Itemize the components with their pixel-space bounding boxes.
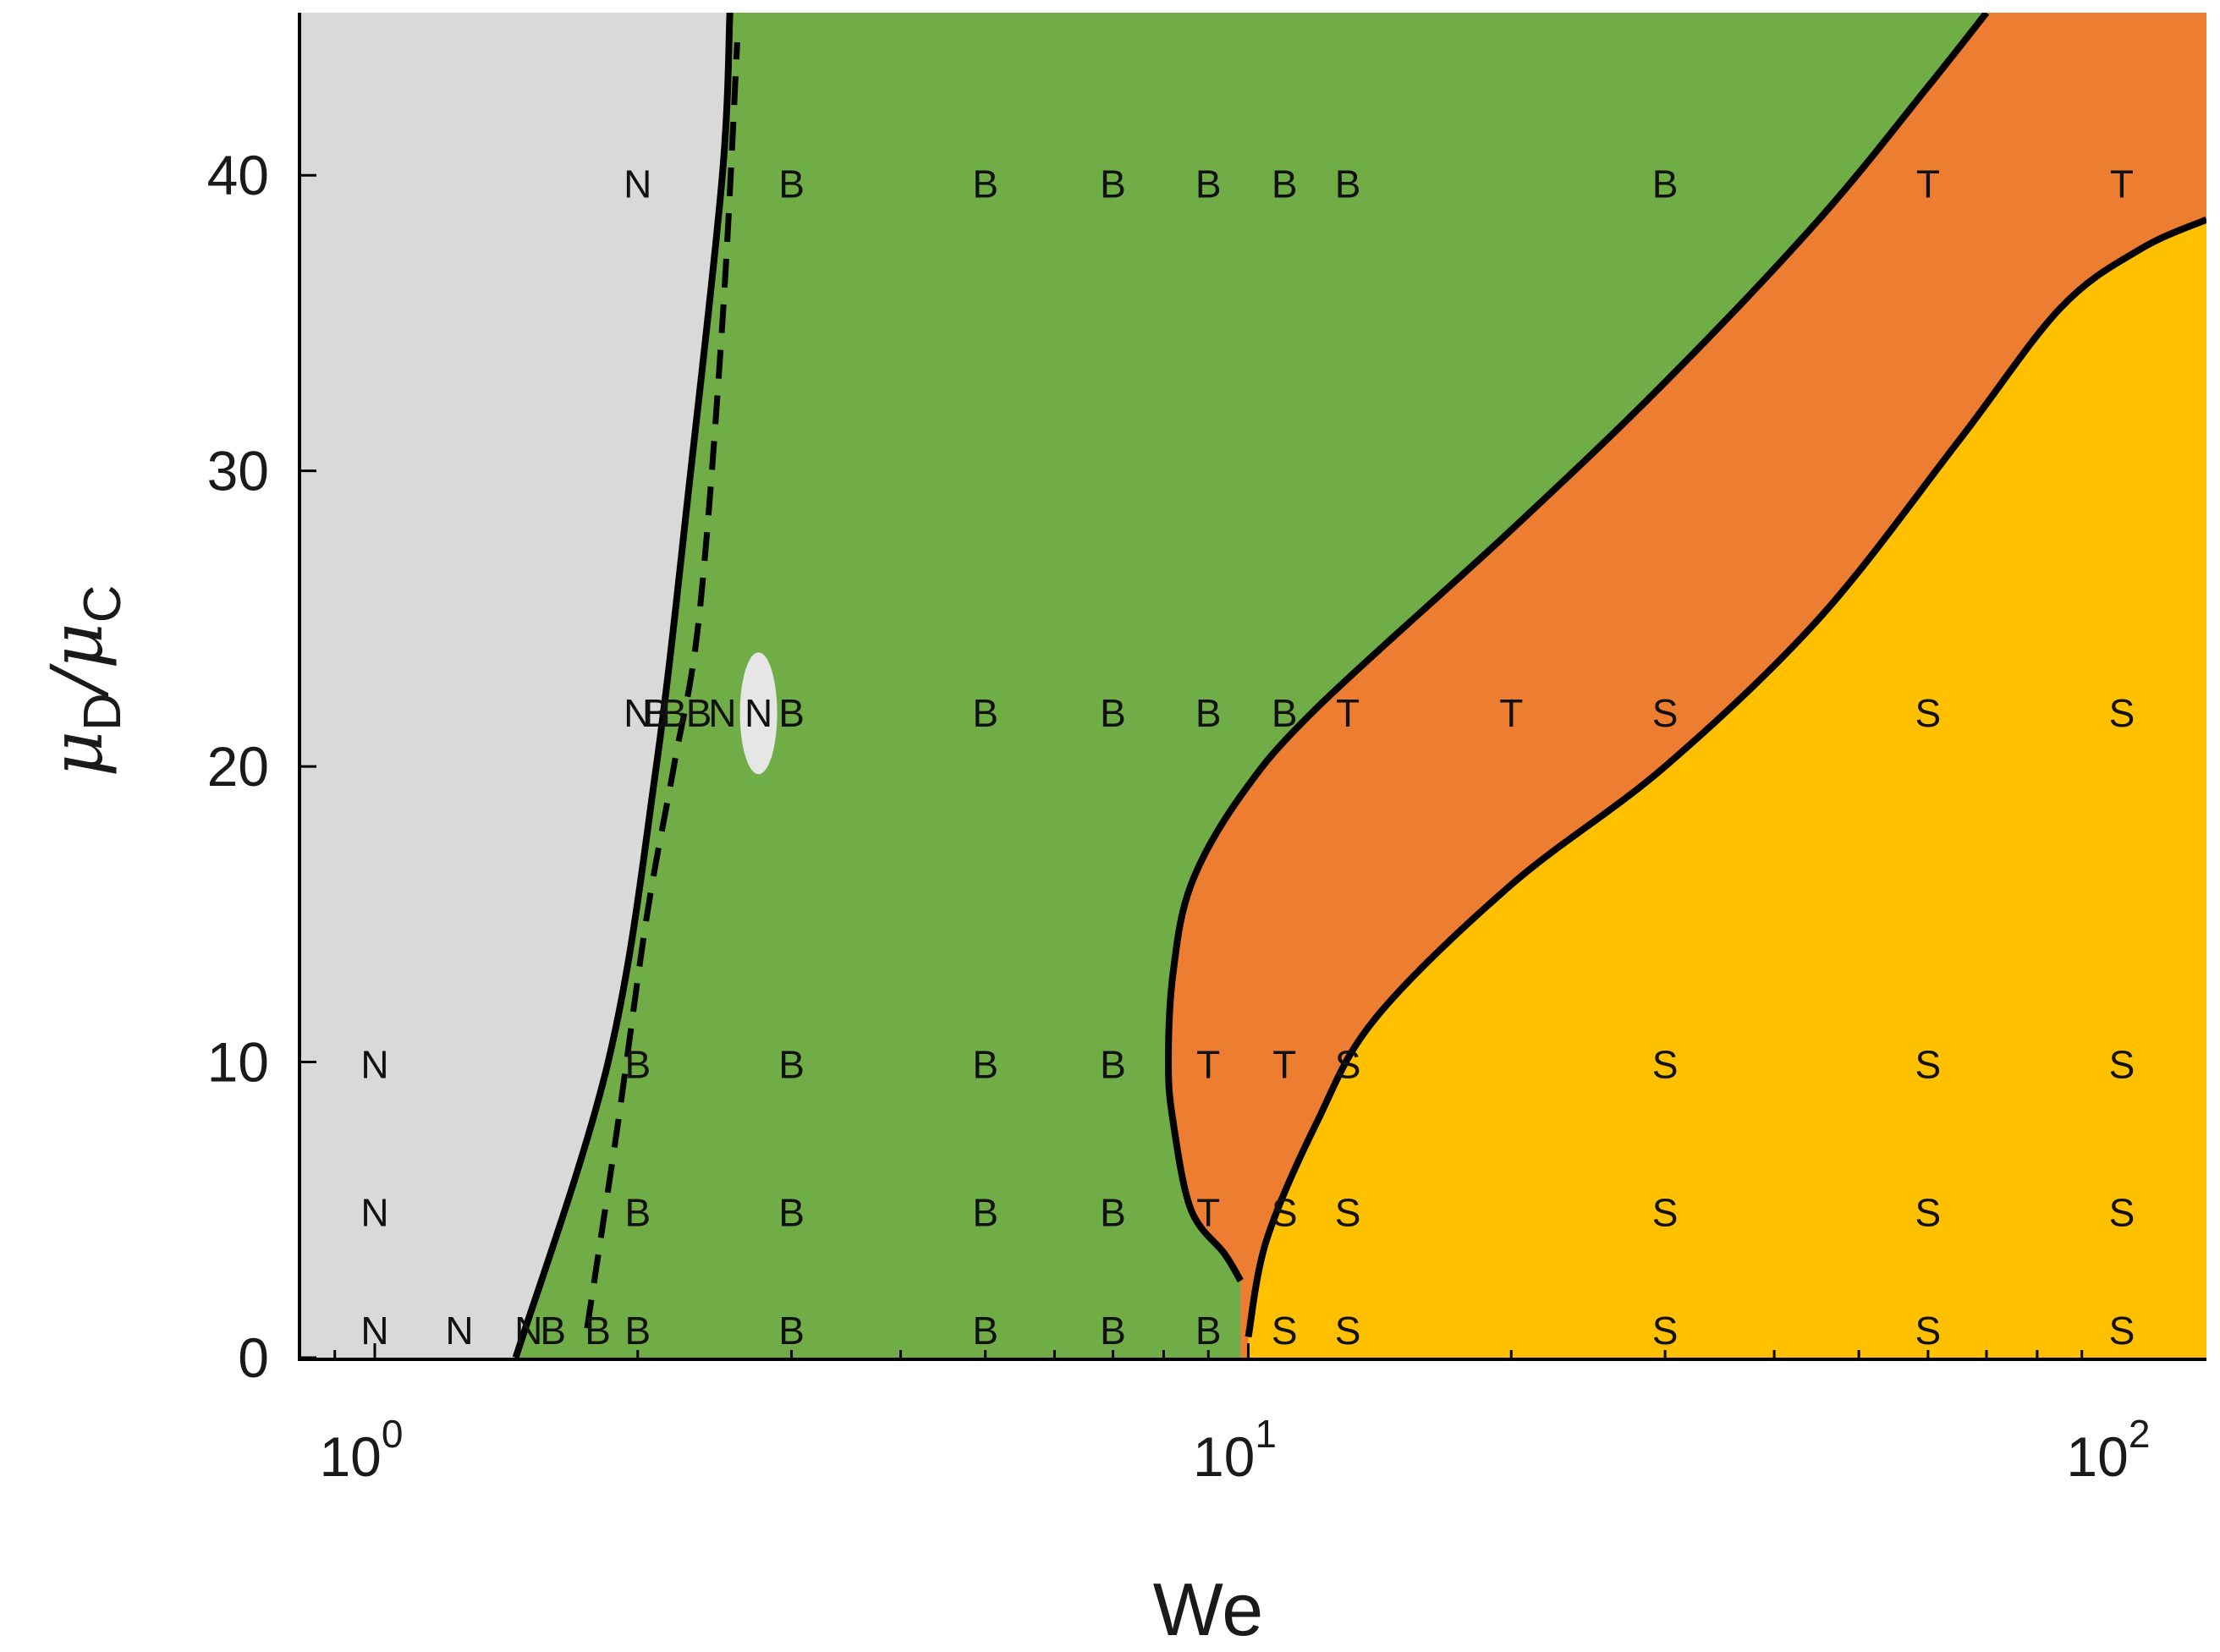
regime-label-T: T [1336, 691, 1360, 735]
regime-label-B: B [1195, 691, 1222, 735]
highlight-ellipse-marker [739, 652, 778, 775]
y-tick-label: 10 [207, 1031, 269, 1094]
region-no-breakup [299, 13, 730, 1358]
regime-label-S: S [1652, 1190, 1679, 1234]
regime-label-S: S [1272, 1309, 1298, 1353]
y-tick-label: 40 [207, 144, 269, 206]
regime-label-B: B [1100, 1309, 1126, 1353]
regime-label-S: S [2109, 1043, 2135, 1087]
x-tick-label: 102 [2066, 1412, 2150, 1488]
y-tick-label: 0 [238, 1326, 269, 1389]
dashed-boundary-line [584, 41, 740, 1329]
regime-label-B: B [778, 162, 805, 206]
regime-label-N: N [445, 1309, 473, 1353]
regime-label-B: B [778, 1309, 805, 1353]
regime-label-B: B [1100, 1043, 1126, 1087]
regime-label-B: B [540, 1309, 566, 1353]
boundary-line-T-S [1245, 216, 2206, 1338]
regime-label-B: B [624, 1043, 651, 1087]
regime-label-N: N [624, 162, 651, 206]
regime-label-B: B [972, 691, 998, 735]
regime-label-T: T [1499, 691, 1523, 735]
regime-label-B: B [585, 1309, 611, 1353]
regime-label-B: B [1272, 691, 1298, 735]
y-axis-label: μD/μC [36, 585, 132, 777]
regime-label-B: B [778, 691, 805, 735]
y-label-mu-d: μ [36, 731, 118, 777]
regime-label-S: S [1335, 1309, 1361, 1353]
regime-label-S: S [1915, 1043, 1942, 1087]
y-label-mu-c: μ [36, 623, 118, 669]
regime-label-B: B [1195, 1309, 1222, 1353]
region-stripping [1248, 219, 2206, 1358]
regime-label-B: B [972, 1043, 998, 1087]
regime-label-S: S [2109, 691, 2135, 735]
boundary-line-N-B [512, 13, 734, 1358]
regime-label-T: T [2110, 162, 2134, 206]
regime-label-S: S [1272, 1190, 1298, 1234]
x-axis-label: We [1153, 1567, 1263, 1651]
regime-label-S: S [1335, 1043, 1361, 1087]
y-tick-label: 30 [207, 440, 269, 502]
x-tick-label: 101 [1193, 1412, 1277, 1488]
regime-label-S: S [2109, 1190, 2135, 1234]
regime-label-B: B [624, 1309, 651, 1353]
regime-label-B: B [661, 691, 687, 735]
regime-label-B: B [972, 162, 998, 206]
regime-label-B: B [1100, 162, 1126, 206]
regime-label-T: T [1196, 1190, 1220, 1234]
y-label-sub-d: D [74, 693, 132, 731]
regime-label-T: T [1196, 1043, 1220, 1087]
boundary-line-B-T [1164, 13, 1990, 1283]
y-ticks: 0 10 20 30 40 [207, 144, 316, 1389]
regime-label-N: N [624, 691, 651, 735]
regime-label-T: T [1916, 162, 1940, 206]
x-ticks: 100 101 102 [319, 1343, 2150, 1488]
x-tick-label: 100 [319, 1412, 403, 1488]
regime-label-S: S [1915, 1309, 1942, 1353]
y-label-sub-c: C [74, 585, 132, 623]
regime-label-S: S [1335, 1190, 1361, 1234]
regime-label-B: B [686, 691, 712, 735]
regime-label-T: T [1272, 1043, 1296, 1087]
regime-label-B: B [1100, 691, 1126, 735]
regime-label-B: B [778, 1043, 805, 1087]
regime-label-B: B [1100, 1190, 1126, 1234]
regime-label-S: S [1915, 1190, 1942, 1234]
regime-label-S: S [2109, 1309, 2135, 1353]
regime-label-B: B [1335, 162, 1361, 206]
y-tick-label: 20 [207, 735, 269, 798]
regime-label-N: N [360, 1043, 388, 1087]
regime-label-N: N [360, 1190, 388, 1234]
regime-label-N: N [514, 1309, 542, 1353]
regime-label-B: B [972, 1190, 998, 1234]
regime-label-B: B [1195, 162, 1222, 206]
regime-label-S: S [1652, 691, 1679, 735]
regime-label-N: N [745, 691, 772, 735]
regime-label-S: S [1652, 1043, 1679, 1087]
regime-label-B: B [1652, 162, 1679, 206]
regime-label-S: S [1915, 691, 1942, 735]
regime-label-B: B [778, 1190, 805, 1234]
regime-label-N: N [708, 691, 736, 735]
regime-label-B: B [972, 1309, 998, 1353]
regime-label-B: B [643, 691, 669, 735]
regime-label-B: B [1272, 162, 1298, 206]
regime-label-S: S [1652, 1309, 1679, 1353]
regime-label-B: B [624, 1190, 651, 1234]
regime-labels: N N NB B B B B B B S S S S SN B B B B T S S S S SN B B B B T T S S S SNBB… [360, 162, 2135, 1353]
axes: 100 101 102 0 10 20 30 40 [207, 13, 2206, 1488]
